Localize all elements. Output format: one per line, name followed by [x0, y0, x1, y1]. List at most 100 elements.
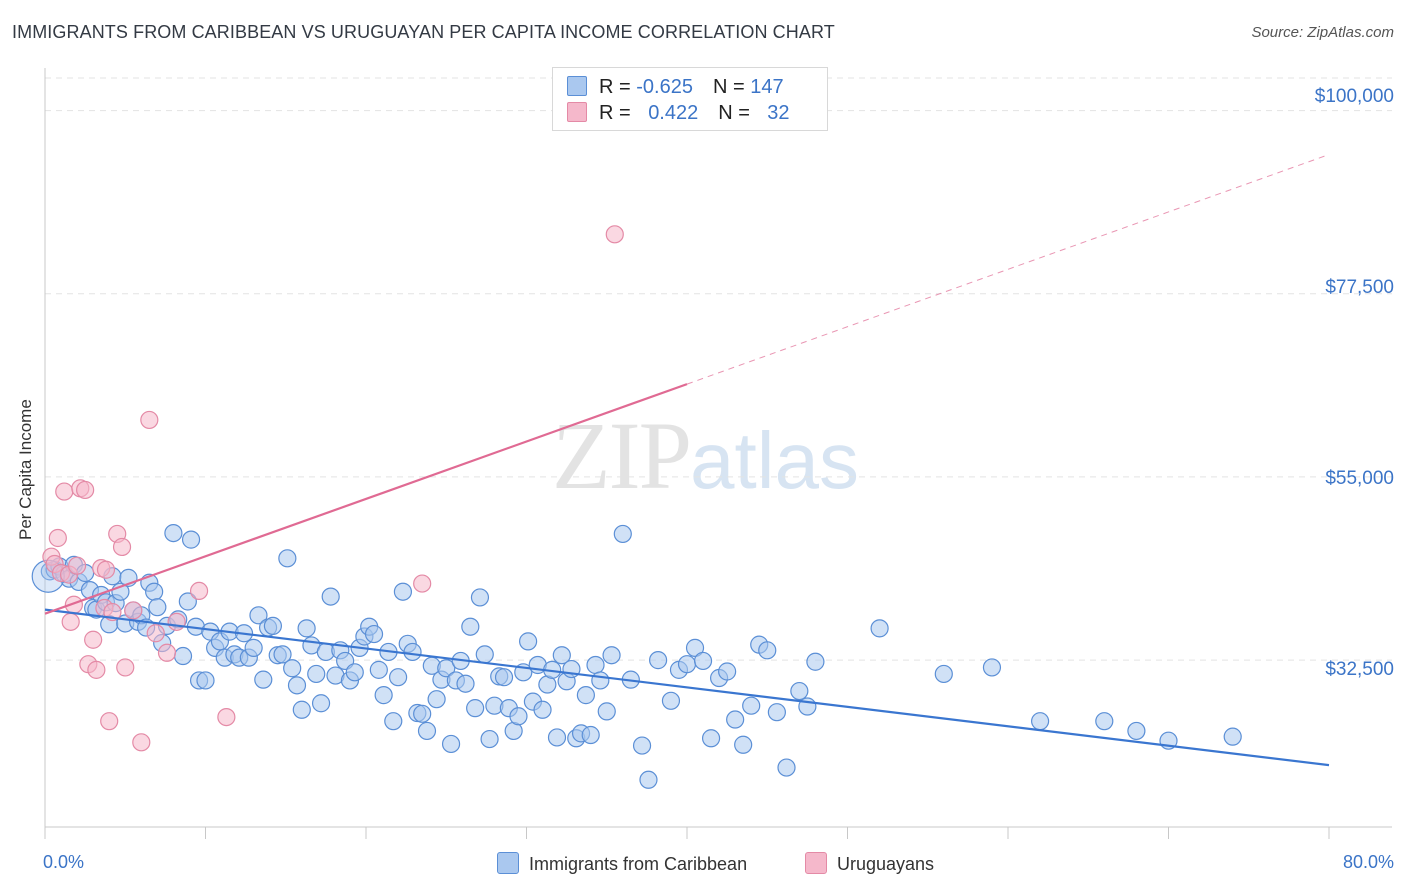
caribbean-point — [519, 632, 538, 651]
legend-row-uruguayan: R = 0.422 N = 32 — [567, 102, 790, 126]
caribbean-point — [364, 624, 384, 644]
caribbean-point — [734, 735, 753, 754]
y-axis-label: Per Capita Income — [16, 399, 35, 540]
caribbean-trend-line — [44, 608, 1330, 767]
caribbean-point — [254, 670, 273, 689]
caribbean-point — [297, 619, 316, 638]
caribbean-point — [576, 686, 595, 705]
uruguayan-point — [48, 528, 67, 548]
caribbean-point — [494, 668, 514, 687]
caribbean-points — [31, 523, 1242, 789]
caribbean-point — [701, 729, 721, 748]
caribbean-point — [533, 700, 552, 719]
caribbean-point — [581, 725, 600, 745]
caribbean-point — [311, 694, 331, 713]
caribbean-point — [586, 655, 605, 675]
caribbean-point — [389, 668, 408, 687]
uruguayan-swatch — [567, 102, 587, 122]
uruguayan-point — [96, 560, 116, 579]
caribbean-point — [278, 549, 297, 568]
legend-row-caribbean: R = -0.625 N = 147 — [567, 76, 784, 100]
uruguayan-trend-extension — [686, 154, 1330, 385]
caribbean-point — [591, 671, 610, 690]
n-value: 147 — [750, 76, 784, 98]
caribbean-point — [273, 645, 292, 664]
caribbean-point — [173, 646, 193, 666]
uruguayan-legend-swatch — [805, 852, 827, 874]
caribbean-point — [758, 641, 777, 660]
caribbean-point — [374, 686, 393, 705]
caribbean-point — [475, 645, 494, 664]
caribbean-point — [417, 721, 437, 741]
caribbean-point — [480, 729, 499, 749]
caribbean-point — [632, 736, 652, 755]
uruguayan-point — [87, 660, 106, 679]
caribbean-point — [427, 690, 446, 709]
watermark-zip: ZIP — [552, 402, 692, 509]
caribbean-point — [181, 530, 201, 549]
r-label: R = — [599, 102, 637, 124]
caribbean-point — [287, 676, 307, 695]
caribbean-point — [982, 658, 1002, 677]
uruguayan-point — [140, 410, 159, 430]
caribbean-point — [441, 734, 461, 754]
caribbean-point — [806, 652, 825, 671]
uruguayan-point — [605, 225, 624, 244]
caribbean-point — [307, 664, 326, 684]
caribbean-point — [178, 592, 197, 611]
grid-layer — [45, 77, 1392, 661]
caribbean-point — [547, 728, 567, 747]
legend-item-caribbean: Immigrants from Caribbean — [497, 852, 747, 875]
caribbean-point — [726, 710, 745, 729]
caribbean-point — [1223, 727, 1242, 746]
uruguayan-point — [217, 707, 236, 727]
caribbean-point — [249, 606, 268, 625]
caribbean-point — [196, 671, 215, 690]
caribbean-point — [613, 524, 632, 544]
x-tick-max: 80.0% — [1342, 852, 1394, 872]
caribbean-point — [145, 582, 164, 601]
n-value: 32 — [767, 102, 790, 124]
correlation-legend: R = -0.625 N = 147 R = 0.422 N = 32 — [552, 67, 828, 131]
uruguayan-trend-line — [44, 383, 688, 615]
caribbean-point — [283, 659, 302, 678]
caribbean-point — [597, 702, 616, 721]
uruguayan-point — [413, 574, 432, 593]
caribbean-point — [164, 523, 183, 543]
r-value: -0.625 — [636, 76, 693, 98]
caribbean-point — [649, 651, 668, 670]
uruguayan-point — [61, 612, 80, 631]
uruguayan-point — [84, 630, 103, 649]
caribbean-point — [470, 588, 490, 607]
uruguayan-legend-label: Uruguayans — [837, 854, 935, 874]
uruguayan-point — [157, 643, 177, 662]
caribbean-point — [1030, 712, 1050, 731]
caribbean-point — [718, 662, 737, 681]
uruguayan-point — [124, 601, 143, 620]
n-label: N = — [718, 102, 756, 124]
watermark-atlas: atlas — [690, 416, 859, 505]
y-tick-55000: $55,000 — [1325, 468, 1394, 489]
x-tick-min: 0.0% — [43, 852, 85, 872]
n-label: N = — [712, 76, 751, 98]
uruguayan-point — [146, 624, 165, 643]
r-value: 0.422 — [648, 102, 699, 124]
caribbean-point — [244, 638, 263, 657]
uruguayan-points — [42, 225, 624, 752]
caribbean-point — [742, 696, 761, 715]
uruguayan-point — [132, 733, 151, 752]
caribbean-point — [403, 642, 422, 662]
caribbean-point — [369, 660, 388, 679]
uruguayan-point — [67, 556, 87, 575]
caribbean-point — [413, 704, 432, 723]
caribbean-point — [321, 587, 340, 606]
caribbean-point — [509, 707, 528, 726]
caribbean-point — [790, 681, 809, 701]
caribbean-point — [263, 616, 283, 636]
uruguayan-point — [189, 581, 209, 601]
caribbean-swatch — [567, 76, 587, 96]
uruguayan-point — [112, 537, 132, 557]
caribbean-point — [639, 770, 658, 789]
caribbean-point — [466, 699, 485, 718]
